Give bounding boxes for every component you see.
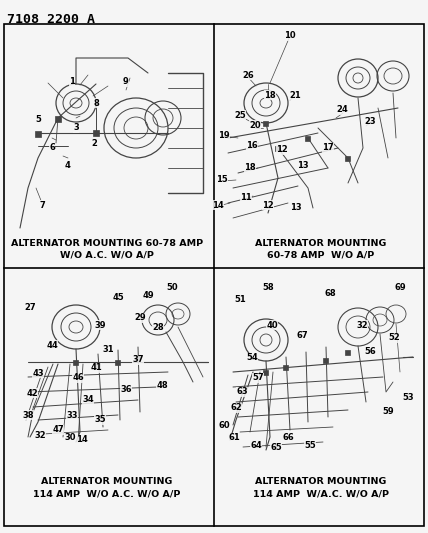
- Bar: [95, 361, 101, 367]
- Text: 55: 55: [304, 440, 316, 449]
- Text: 7: 7: [39, 200, 45, 209]
- Text: 44: 44: [46, 341, 58, 350]
- Text: 62: 62: [230, 403, 242, 413]
- Bar: [136, 354, 140, 359]
- Text: 35: 35: [94, 416, 106, 424]
- Text: 54: 54: [246, 353, 258, 362]
- Text: 42: 42: [26, 389, 38, 398]
- Text: 6: 6: [49, 143, 55, 152]
- Bar: [306, 135, 310, 141]
- Text: 20: 20: [249, 120, 261, 130]
- Text: 14: 14: [76, 435, 88, 445]
- Text: 39: 39: [94, 320, 106, 329]
- Text: 32: 32: [356, 320, 368, 329]
- Bar: [345, 350, 351, 354]
- Text: 30: 30: [64, 433, 76, 442]
- Text: 12: 12: [262, 200, 274, 209]
- Bar: [264, 369, 268, 375]
- Text: 59: 59: [382, 408, 394, 416]
- Text: 66: 66: [282, 433, 294, 442]
- Text: 41: 41: [90, 364, 102, 373]
- Text: ALTERNATOR MOUNTING: ALTERNATOR MOUNTING: [256, 238, 386, 247]
- Text: 53: 53: [402, 393, 414, 402]
- Text: 114 AMP  W/O A.C. W/O A/P: 114 AMP W/O A.C. W/O A/P: [33, 489, 181, 498]
- Text: 18: 18: [244, 164, 256, 173]
- Text: 3: 3: [73, 124, 79, 133]
- Text: 48: 48: [156, 381, 168, 390]
- Text: 47: 47: [52, 425, 64, 434]
- Text: 56: 56: [364, 348, 376, 357]
- Text: 69: 69: [394, 284, 406, 293]
- Text: 5: 5: [35, 116, 41, 125]
- Text: 37: 37: [132, 356, 144, 365]
- Text: 31: 31: [102, 345, 114, 354]
- Text: 25: 25: [234, 110, 246, 119]
- Text: 45: 45: [112, 294, 124, 303]
- Text: 13: 13: [297, 160, 309, 169]
- Bar: [283, 365, 288, 369]
- Text: 58: 58: [262, 282, 274, 292]
- Text: 52: 52: [388, 334, 400, 343]
- Text: 46: 46: [72, 374, 84, 383]
- Text: 29: 29: [134, 313, 146, 322]
- Text: 1: 1: [69, 77, 75, 86]
- Text: 61: 61: [228, 433, 240, 442]
- Text: 32: 32: [34, 431, 46, 440]
- Text: 16: 16: [246, 141, 258, 149]
- Text: 26: 26: [242, 70, 254, 79]
- Text: 7108 2200 A: 7108 2200 A: [7, 13, 95, 26]
- Text: 50: 50: [166, 284, 178, 293]
- Bar: [55, 116, 61, 122]
- Bar: [276, 146, 280, 150]
- Text: 60: 60: [218, 421, 230, 430]
- Text: 67: 67: [296, 330, 308, 340]
- Text: 2: 2: [91, 139, 97, 148]
- Text: 11: 11: [240, 193, 252, 203]
- Text: 8: 8: [93, 99, 99, 108]
- Text: 27: 27: [24, 303, 36, 312]
- Text: 19: 19: [218, 131, 230, 140]
- Text: 60-78 AMP  W/O A/P: 60-78 AMP W/O A/P: [268, 251, 374, 260]
- Text: 17: 17: [322, 143, 334, 152]
- Text: 10: 10: [284, 31, 296, 41]
- Text: 12: 12: [276, 146, 288, 155]
- Bar: [324, 358, 329, 362]
- Text: 33: 33: [66, 410, 78, 419]
- Text: 68: 68: [324, 288, 336, 297]
- Bar: [345, 156, 351, 160]
- Text: 57: 57: [252, 374, 264, 383]
- Text: 65: 65: [270, 443, 282, 453]
- Text: 114 AMP  W/A.C. W/O A/P: 114 AMP W/A.C. W/O A/P: [253, 489, 389, 498]
- Text: 34: 34: [82, 395, 94, 405]
- Text: 40: 40: [266, 320, 278, 329]
- Text: 36: 36: [120, 385, 132, 394]
- Text: 49: 49: [142, 290, 154, 300]
- Text: 4: 4: [65, 160, 71, 169]
- Bar: [93, 130, 99, 136]
- Text: 51: 51: [234, 295, 246, 304]
- Text: 28: 28: [152, 324, 164, 333]
- Text: 38: 38: [22, 410, 34, 419]
- Text: 43: 43: [32, 368, 44, 377]
- Text: 13: 13: [290, 204, 302, 213]
- Text: ALTERNATOR MOUNTING: ALTERNATOR MOUNTING: [42, 478, 172, 487]
- Text: 18: 18: [264, 91, 276, 100]
- Text: ALTERNATOR MOUNTING: ALTERNATOR MOUNTING: [256, 478, 386, 487]
- Text: 24: 24: [336, 106, 348, 115]
- Text: 15: 15: [216, 175, 228, 184]
- Bar: [264, 120, 268, 125]
- Text: 23: 23: [364, 117, 376, 126]
- Text: ALTERNATOR MOUNTING 60-78 AMP: ALTERNATOR MOUNTING 60-78 AMP: [11, 238, 203, 247]
- Text: 64: 64: [250, 440, 262, 449]
- Text: 63: 63: [236, 387, 248, 397]
- Text: 14: 14: [212, 200, 224, 209]
- Bar: [74, 359, 78, 365]
- Text: 21: 21: [289, 91, 301, 100]
- Text: 9: 9: [123, 77, 129, 86]
- Bar: [116, 359, 121, 365]
- Text: W/O A.C. W/O A/P: W/O A.C. W/O A/P: [60, 251, 154, 260]
- Bar: [35, 131, 41, 137]
